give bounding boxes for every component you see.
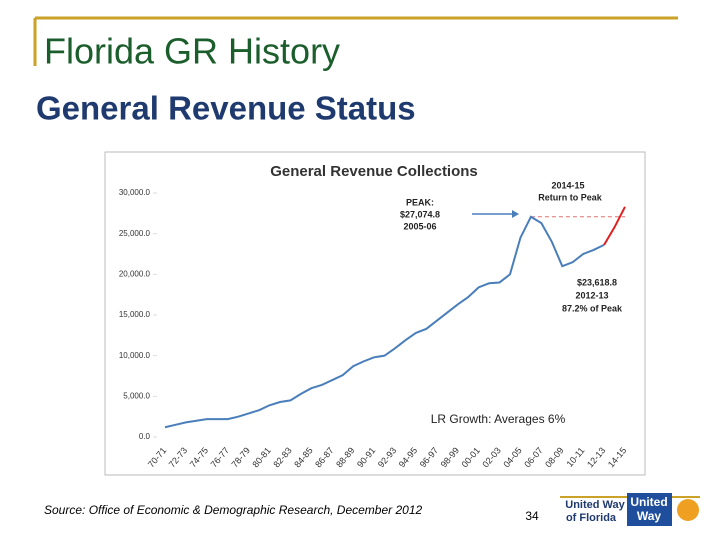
value-label: $27,074.8 <box>400 209 440 219</box>
logo-badge <box>627 493 672 526</box>
y-tick-label: 5,000.0 <box>123 391 150 400</box>
y-tick-label: 30,000.0 <box>119 188 151 197</box>
annotation: 2005-06 <box>403 221 436 231</box>
y-tick-label: 10,000.0 <box>119 351 151 360</box>
chart-title: General Revenue Collections <box>270 163 478 180</box>
annotation: 2012-13 <box>575 290 608 300</box>
annotation: 2014-15 <box>551 180 584 190</box>
annotation: 87.2% of Peak <box>562 303 623 313</box>
y-tick-label: 20,000.0 <box>119 269 151 278</box>
peak-arrowhead <box>512 210 519 218</box>
slide-title: Florida GR History <box>44 31 340 72</box>
y-tick-label: 25,000.0 <box>119 229 151 238</box>
y-tick-label: 0.0 <box>139 432 151 441</box>
logo-emblem <box>677 499 699 521</box>
page-number: 34 <box>525 509 539 523</box>
value-label: $23,618.8 <box>577 277 617 287</box>
annotation: Return to Peak <box>538 192 603 202</box>
annotation: LR Growth: Averages 6% <box>431 412 566 426</box>
y-tick-label: 15,000.0 <box>119 310 151 319</box>
slide-subtitle: General Revenue Status <box>36 90 416 127</box>
annotation: PEAK: <box>406 197 434 207</box>
series-line <box>164 215 605 429</box>
source: Source: Office of Economic & Demographic… <box>44 503 423 517</box>
badge-text: Way <box>637 509 662 523</box>
logo-text: United Way <box>565 499 625 511</box>
series-line <box>603 206 626 246</box>
chart-frame <box>104 151 646 476</box>
badge-text: United <box>630 495 667 509</box>
logo-text: of Florida <box>566 512 617 524</box>
